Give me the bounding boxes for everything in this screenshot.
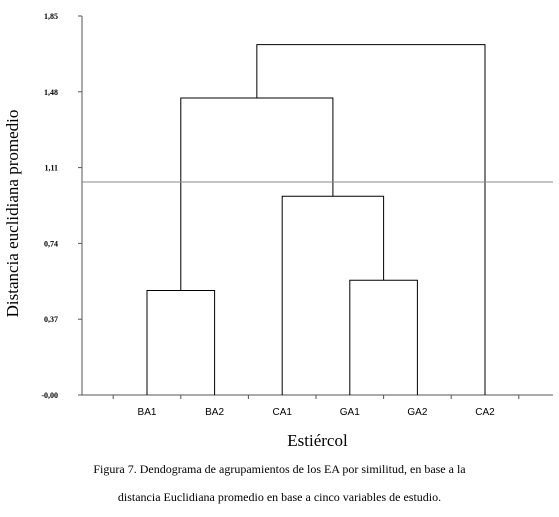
x-tick-label: GA1 [340, 407, 360, 418]
x-tick-label: BA2 [205, 407, 224, 418]
y-tick-label: 1,85 [44, 12, 58, 21]
y-axis-title: Distancia euclidiana promedio [3, 110, 22, 318]
x-tick-label: BA1 [138, 407, 157, 418]
dendrogram-link [146, 290, 216, 395]
dendrogram-link [349, 279, 418, 395]
figure-caption-line-1: Figura 7. Dendograma de agrupamientos de… [93, 462, 466, 476]
y-tick-label: -0,00 [41, 391, 58, 400]
chart-labels: -0,00 0,37 0,74 1,11 1,48 1,85 BA1 BA2 CA1 GA1 GA2… [3, 12, 495, 450]
y-tick-label: 0,74 [44, 239, 58, 248]
y-tick-label: 1,11 [44, 164, 58, 173]
dendrogram-link [180, 97, 334, 291]
x-tick-label: GA2 [407, 407, 427, 418]
x-axis-title: Estiércol [287, 431, 348, 450]
x-tick-label: CA2 [475, 407, 495, 418]
dendrogram-link [281, 195, 385, 395]
x-tick-label: CA1 [272, 407, 292, 418]
y-tick-label: 1,48 [44, 88, 58, 97]
chart-axes [78, 15, 553, 399]
figure-caption-line-2: distancia Euclidiana promedio en base a … [117, 490, 442, 504]
dendrogram-links [82, 44, 553, 395]
dendrogram-link [256, 44, 486, 395]
y-tick-label: 0,37 [44, 315, 58, 324]
